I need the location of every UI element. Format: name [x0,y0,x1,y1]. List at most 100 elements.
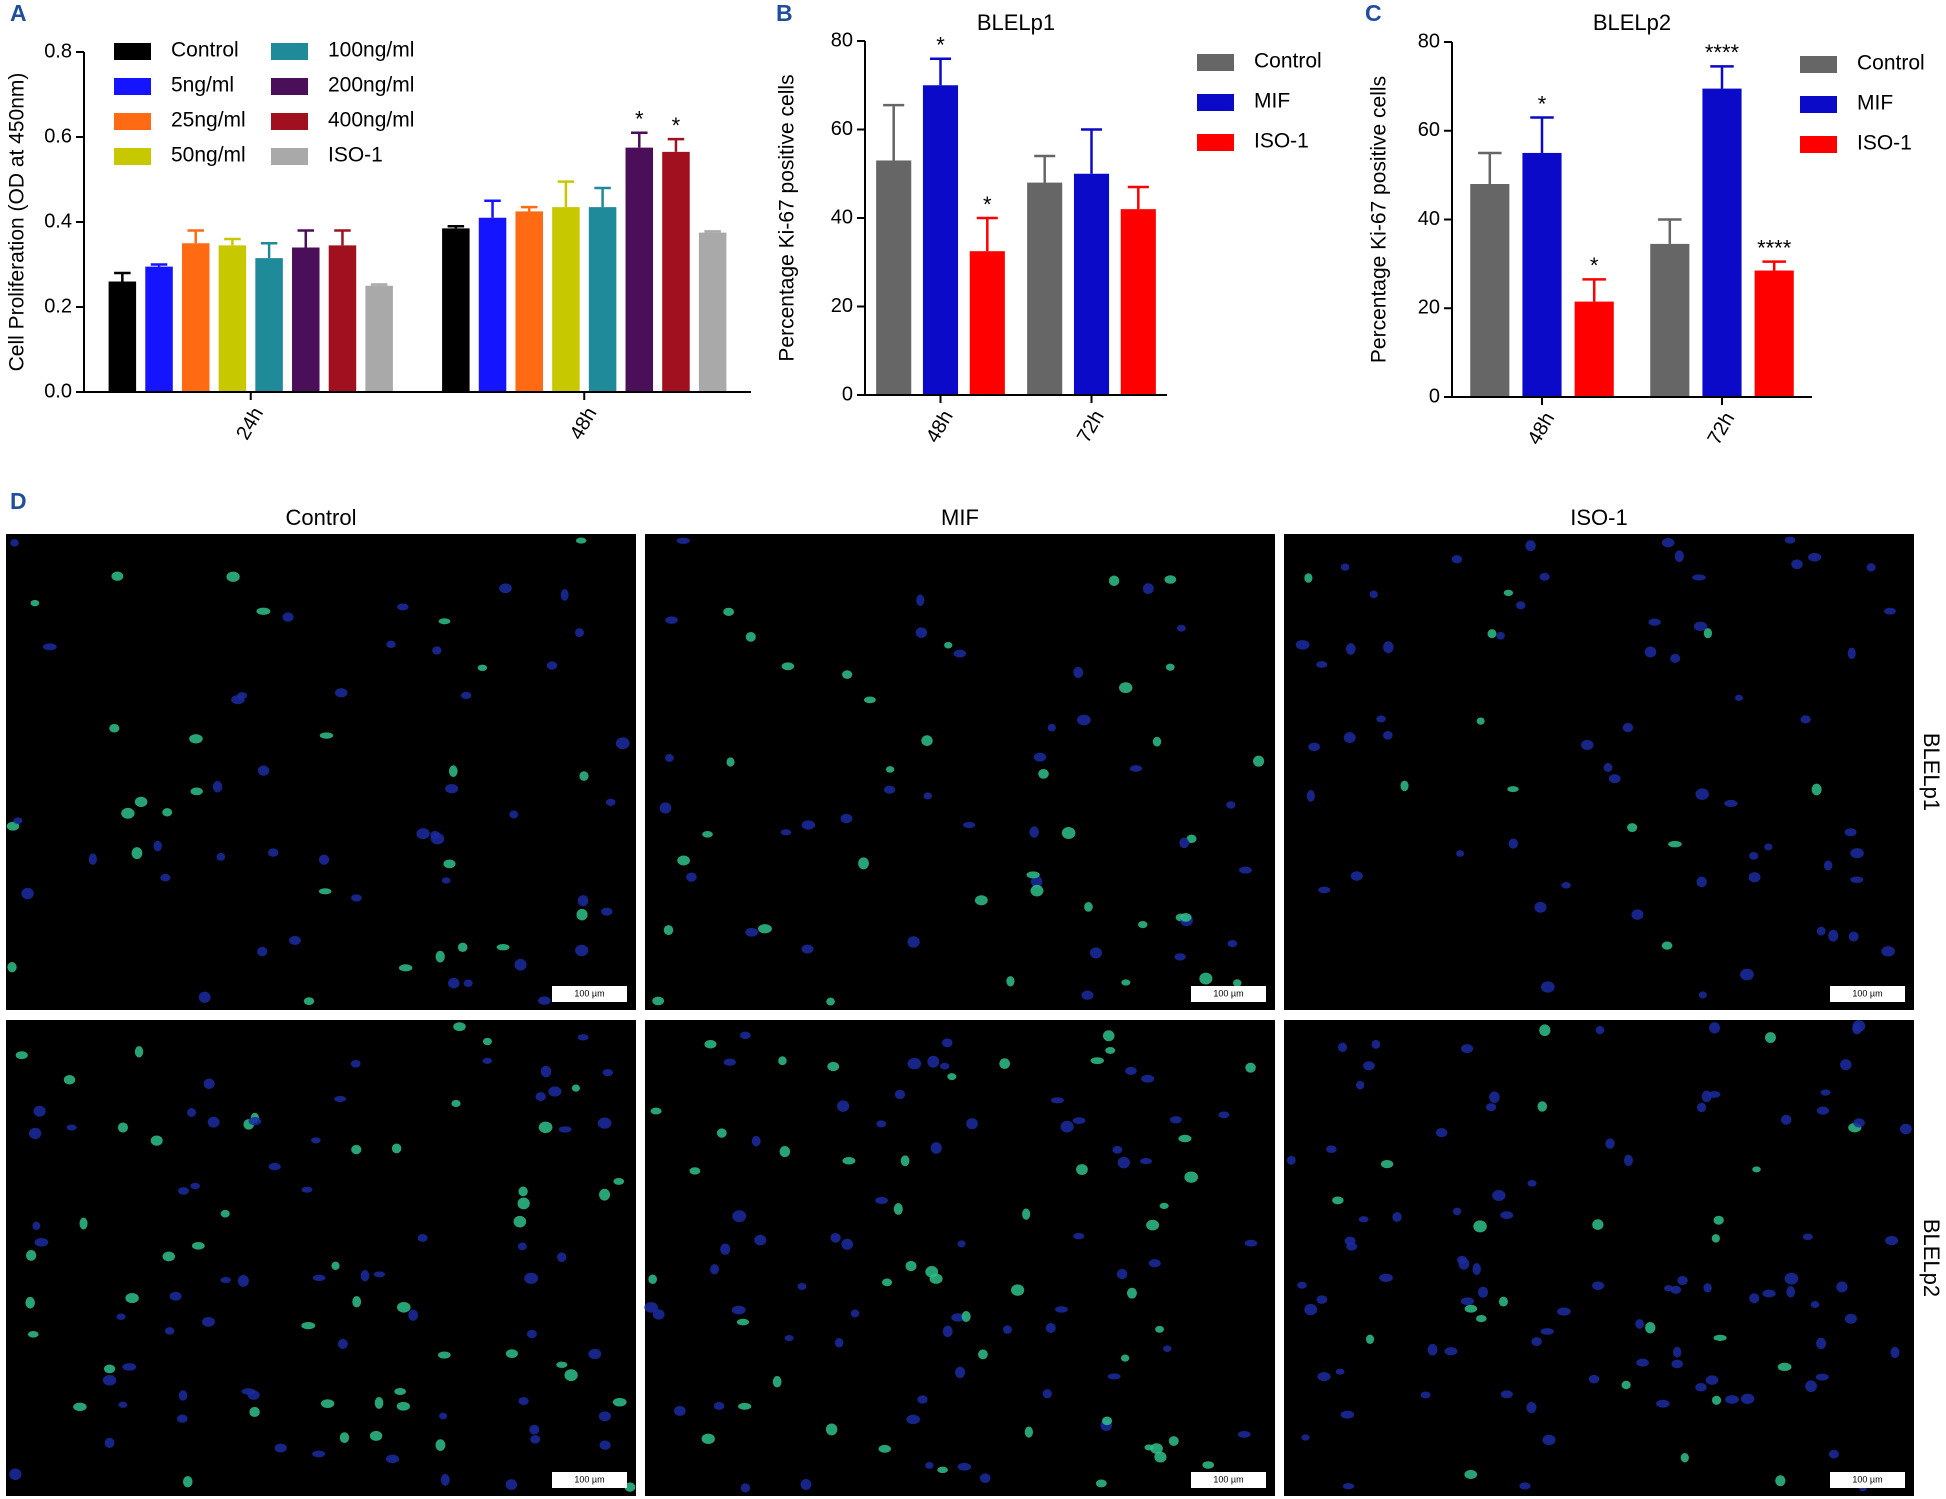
scale-bar [1191,986,1266,1002]
cell-nucleus [601,907,613,916]
cell-nucleus [966,1118,978,1130]
cell-nucleus [79,1217,88,1230]
cell-nucleus [1084,902,1093,912]
cell-nucleus [1245,1062,1256,1073]
cell-nucleus [437,1351,451,1359]
cell-nucleus [732,1210,747,1223]
cell-nucleus [1089,947,1103,959]
cell-nucleus [482,1037,492,1046]
scale-bar-label: 100 µm [1852,988,1882,998]
cell-nucleus [1286,1155,1296,1165]
cell-nucleus [736,1318,750,1326]
cell-nucleus [153,840,162,852]
bar [1120,209,1156,395]
cell-nucleus [201,1316,215,1327]
cell-nucleus [1317,1371,1331,1382]
cell-nucleus [1828,929,1839,942]
legend-swatch [271,43,308,60]
cell-nucleus [207,1116,220,1128]
cell-nucleus [602,1069,613,1077]
cell-nucleus [160,873,171,882]
legend-swatch [114,78,151,95]
bar [181,243,210,392]
y-tick-label: 0.4 [44,210,72,232]
cell-nucleus [1155,1325,1165,1333]
cell-nucleus [1227,939,1238,948]
cell-nucleus [337,1338,348,1349]
cell-nucleus [1696,1102,1707,1113]
x-tick-label: 48h [1524,409,1560,449]
cell-nucleus [754,1234,767,1246]
cell-nucleus [1503,589,1514,597]
cell-nucleus [957,1462,972,1471]
cell-nucleus [1866,563,1876,572]
error-bar [883,103,905,161]
cell-nucleus [386,640,396,649]
cell-nucleus [1061,826,1076,839]
cell-nucleus [540,1065,552,1078]
legend-swatch [114,148,151,165]
cell-nucleus [1500,1390,1513,1399]
cell-nucleus [524,1272,539,1284]
cell-nucleus [1581,739,1594,751]
cell-nucleus [1540,981,1555,993]
cell-nucleus [1627,823,1638,832]
cell-nucleus [1661,538,1675,548]
cell-nucleus [274,1443,287,1453]
cell-nucleus [1695,1382,1707,1392]
cell-nucleus [884,785,896,794]
cell-nucleus [1588,1374,1600,1384]
cell-nucleus [648,1274,657,1284]
cell-nucleus [1042,1389,1052,1399]
cell-nucleus [1836,1281,1848,1293]
error-bar [1478,151,1502,184]
cell-nucleus [1163,1345,1172,1352]
cell-nucleus [999,1058,1011,1069]
cell-nucleus [1847,647,1856,660]
cell-nucleus [598,1411,611,1422]
cell-nucleus [905,1260,917,1272]
bar [145,266,173,392]
cell-nucleus [1693,621,1708,631]
error-bar [334,229,351,246]
cell-nucleus [588,1348,602,1360]
cell-nucleus [178,1390,188,1401]
cell-nucleus [1680,1452,1689,1463]
cell-nucleus [319,732,334,739]
cell-nucleus [416,828,430,840]
cell-nucleus [499,583,512,594]
cell-nucleus [1661,941,1673,950]
cell-nucleus [716,1128,727,1138]
cell-nucleus [893,1203,903,1215]
cell-nucleus [1672,1346,1682,1358]
cell-nucleus [1002,1325,1012,1334]
legend-label: MIF [1254,90,1290,113]
micrograph: 100 µm [1284,534,1914,1010]
cell-nucleus [652,996,665,1006]
cell-nucleus [517,1197,530,1210]
cell-nucleus [1117,1156,1130,1169]
error-bar [557,180,575,208]
cell-nucleus [1400,780,1409,792]
cell-nucleus [518,1397,529,1406]
cell-nucleus [301,1186,313,1193]
cell-nucleus [1605,1138,1615,1149]
cell-nucleus [558,1126,572,1133]
cell-nucleus [677,855,690,866]
cell-nucleus [834,1337,844,1348]
cell-nucleus [961,1311,971,1322]
cell-nucleus [613,1178,625,1185]
cell-nucleus [121,807,135,819]
cell-nucleus [104,1437,115,1449]
error-bar [114,271,131,282]
cell-nucleus [1116,1268,1128,1280]
cell-nucleus [391,1143,402,1154]
cell-nucleus [1724,799,1738,807]
micrograph: 100 µm [6,534,636,1010]
cell-nucleus [447,977,460,989]
legend-label: 400ng/ml [328,109,414,132]
cell-nucleus [599,1440,611,1450]
cell-nucleus [1006,976,1015,987]
cell-nucleus [1146,1219,1160,1231]
cell-nucleus [575,944,589,957]
